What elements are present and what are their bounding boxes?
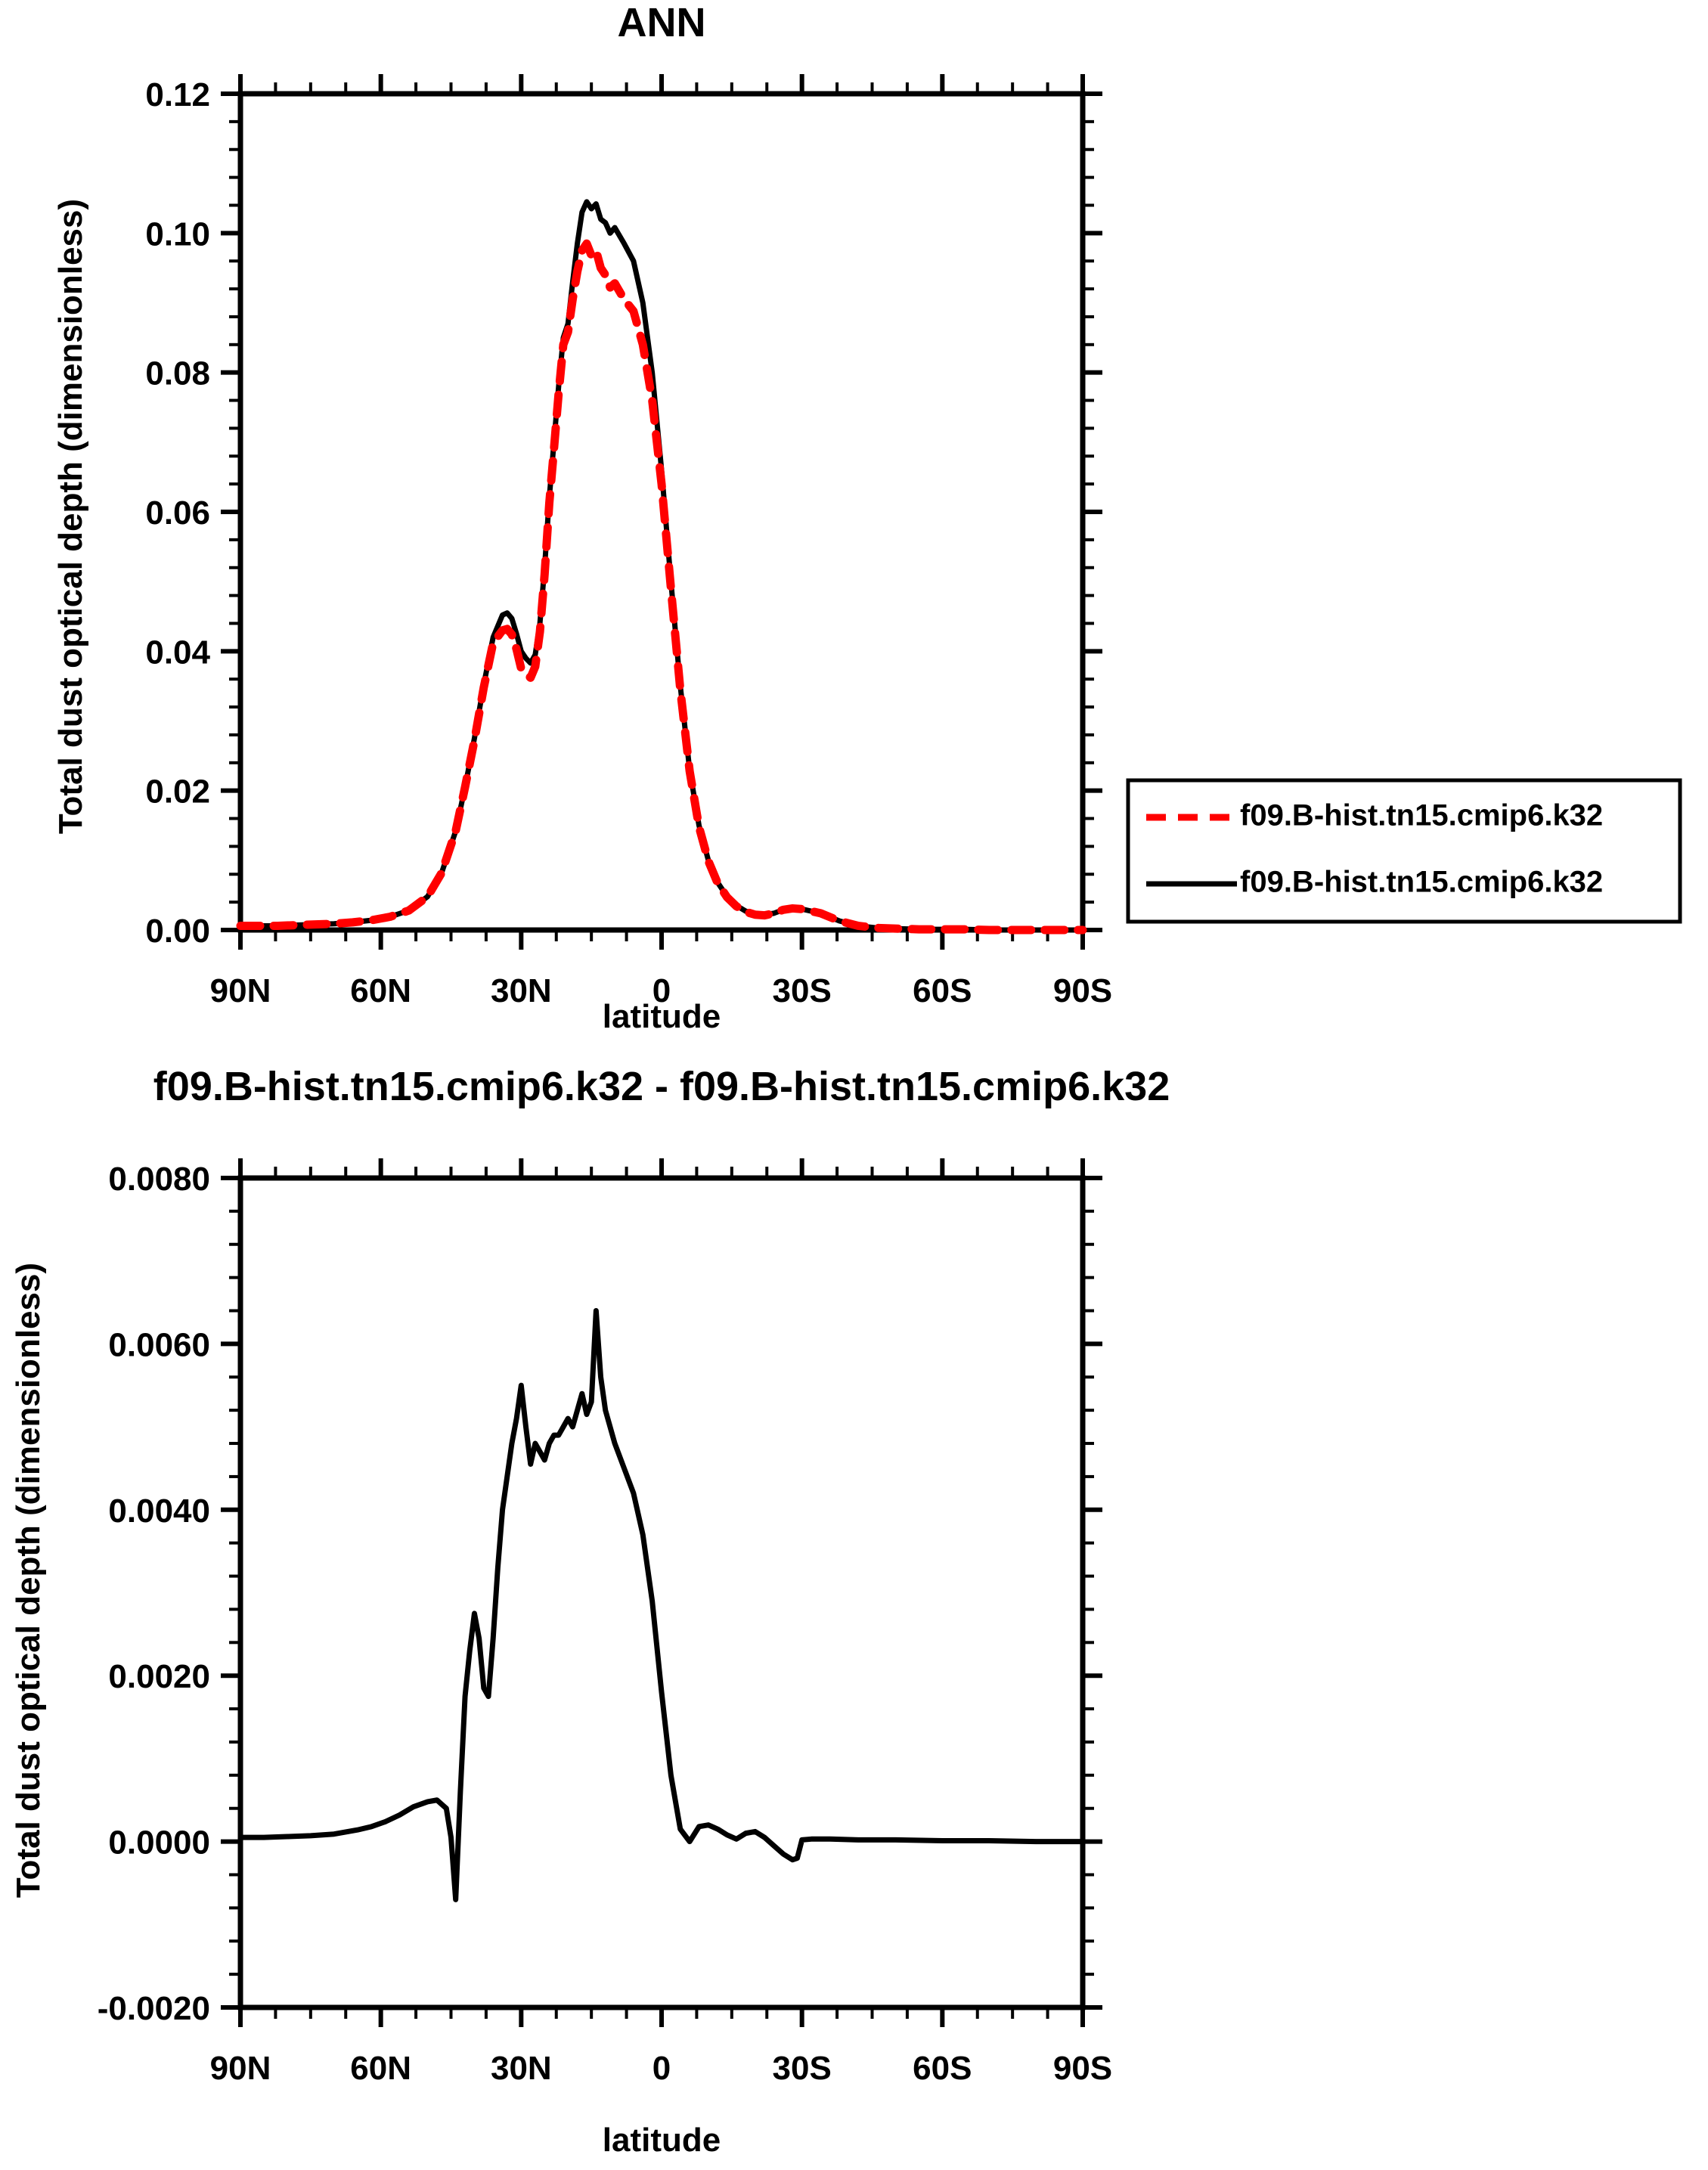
y-tick-label: 0.12: [145, 76, 210, 113]
x-tick-label: 60N: [350, 2050, 411, 2087]
y-tick-label: 0.0080: [108, 1161, 210, 1198]
x-tick-label: 30N: [491, 972, 552, 1009]
legend-box: [1126, 778, 1682, 924]
x-tick-label: 30S: [773, 972, 832, 1009]
y-tick-label: 0.0040: [108, 1493, 210, 1530]
x-tick-label: 90S: [1053, 2050, 1112, 2087]
y-tick-label: 0.02: [145, 773, 210, 811]
x-tick-label: 90N: [210, 972, 271, 1009]
y-tick-label: 0.0000: [108, 1824, 210, 1862]
top-panel-series: [236, 199, 1087, 935]
x-tick-label: 60S: [913, 2050, 972, 2087]
bottom-panel-series: [237, 1308, 1086, 1902]
y-tick-label: 0.0020: [108, 1658, 210, 1695]
y-tick-label: 0.06: [145, 494, 210, 532]
x-tick-label: 30S: [773, 2050, 832, 2087]
legend-entry-0[interactable]: f09.B-hist.tn15.cmip6.k32: [1146, 799, 1603, 832]
bottom-panel-ylabel: Total dust optical depth (dimensionless): [10, 1263, 47, 1898]
legend-label-0: f09.B-hist.tn15.cmip6.k32: [1240, 799, 1603, 832]
legend-label-1: f09.B-hist.tn15.cmip6.k32: [1240, 866, 1603, 899]
bottom-panel: f09.B-hist.tn15.cmip6.k32 - f09.B-hist.t…: [10, 1064, 1170, 2159]
top-panel-axes: 0.00 0.02 0.04 0.06 0.08 0.10 0.12 90N 60N 30N 0 30…: [145, 74, 1112, 1009]
x-tick-label: 90S: [1053, 972, 1112, 1009]
y-tick-label: 0.08: [145, 355, 210, 392]
x-tick-label: 0: [653, 2050, 671, 2087]
legend: f09.B-hist.tn15.cmip6.k32 f09.B-hist.tn1…: [1126, 778, 1682, 924]
x-tick-label: 0: [653, 972, 671, 1009]
y-tick-label: -0.0020: [98, 1990, 210, 2027]
x-tick-label: 30N: [491, 2050, 552, 2087]
series-line-dashed: [236, 239, 1087, 935]
series-line-solid: [237, 1308, 1086, 1902]
top-panel-xlabel: latitude: [603, 998, 721, 1035]
top-panel: ANN 0.00 0.02 0.04 0.06 0.08 0.10 0.12 90N 60N 30…: [52, 0, 1112, 1035]
y-tick-label: 0.0060: [108, 1326, 210, 1363]
bottom-panel-title: f09.B-hist.tn15.cmip6.k32 - f09.B-hist.t…: [153, 1064, 1170, 1109]
x-tick-label: 60N: [350, 972, 411, 1009]
top-panel-title: ANN: [618, 0, 706, 45]
y-tick-label: 0.04: [145, 634, 210, 671]
x-tick-label: 90N: [210, 2050, 271, 2087]
legend-entry-1[interactable]: f09.B-hist.tn15.cmip6.k32: [1146, 866, 1603, 899]
top-panel-ylabel: Total dust optical depth (dimensionless): [52, 199, 89, 834]
x-tick-label: 60S: [913, 972, 972, 1009]
y-tick-label: 0.10: [145, 215, 210, 253]
bottom-panel-axes: -0.0020 0.0000 0.0020 0.0040 0.0060 0.0080 90N…: [98, 1158, 1112, 2087]
bottom-panel-xlabel: latitude: [603, 2122, 721, 2159]
y-tick-label: 0.00: [145, 913, 210, 950]
